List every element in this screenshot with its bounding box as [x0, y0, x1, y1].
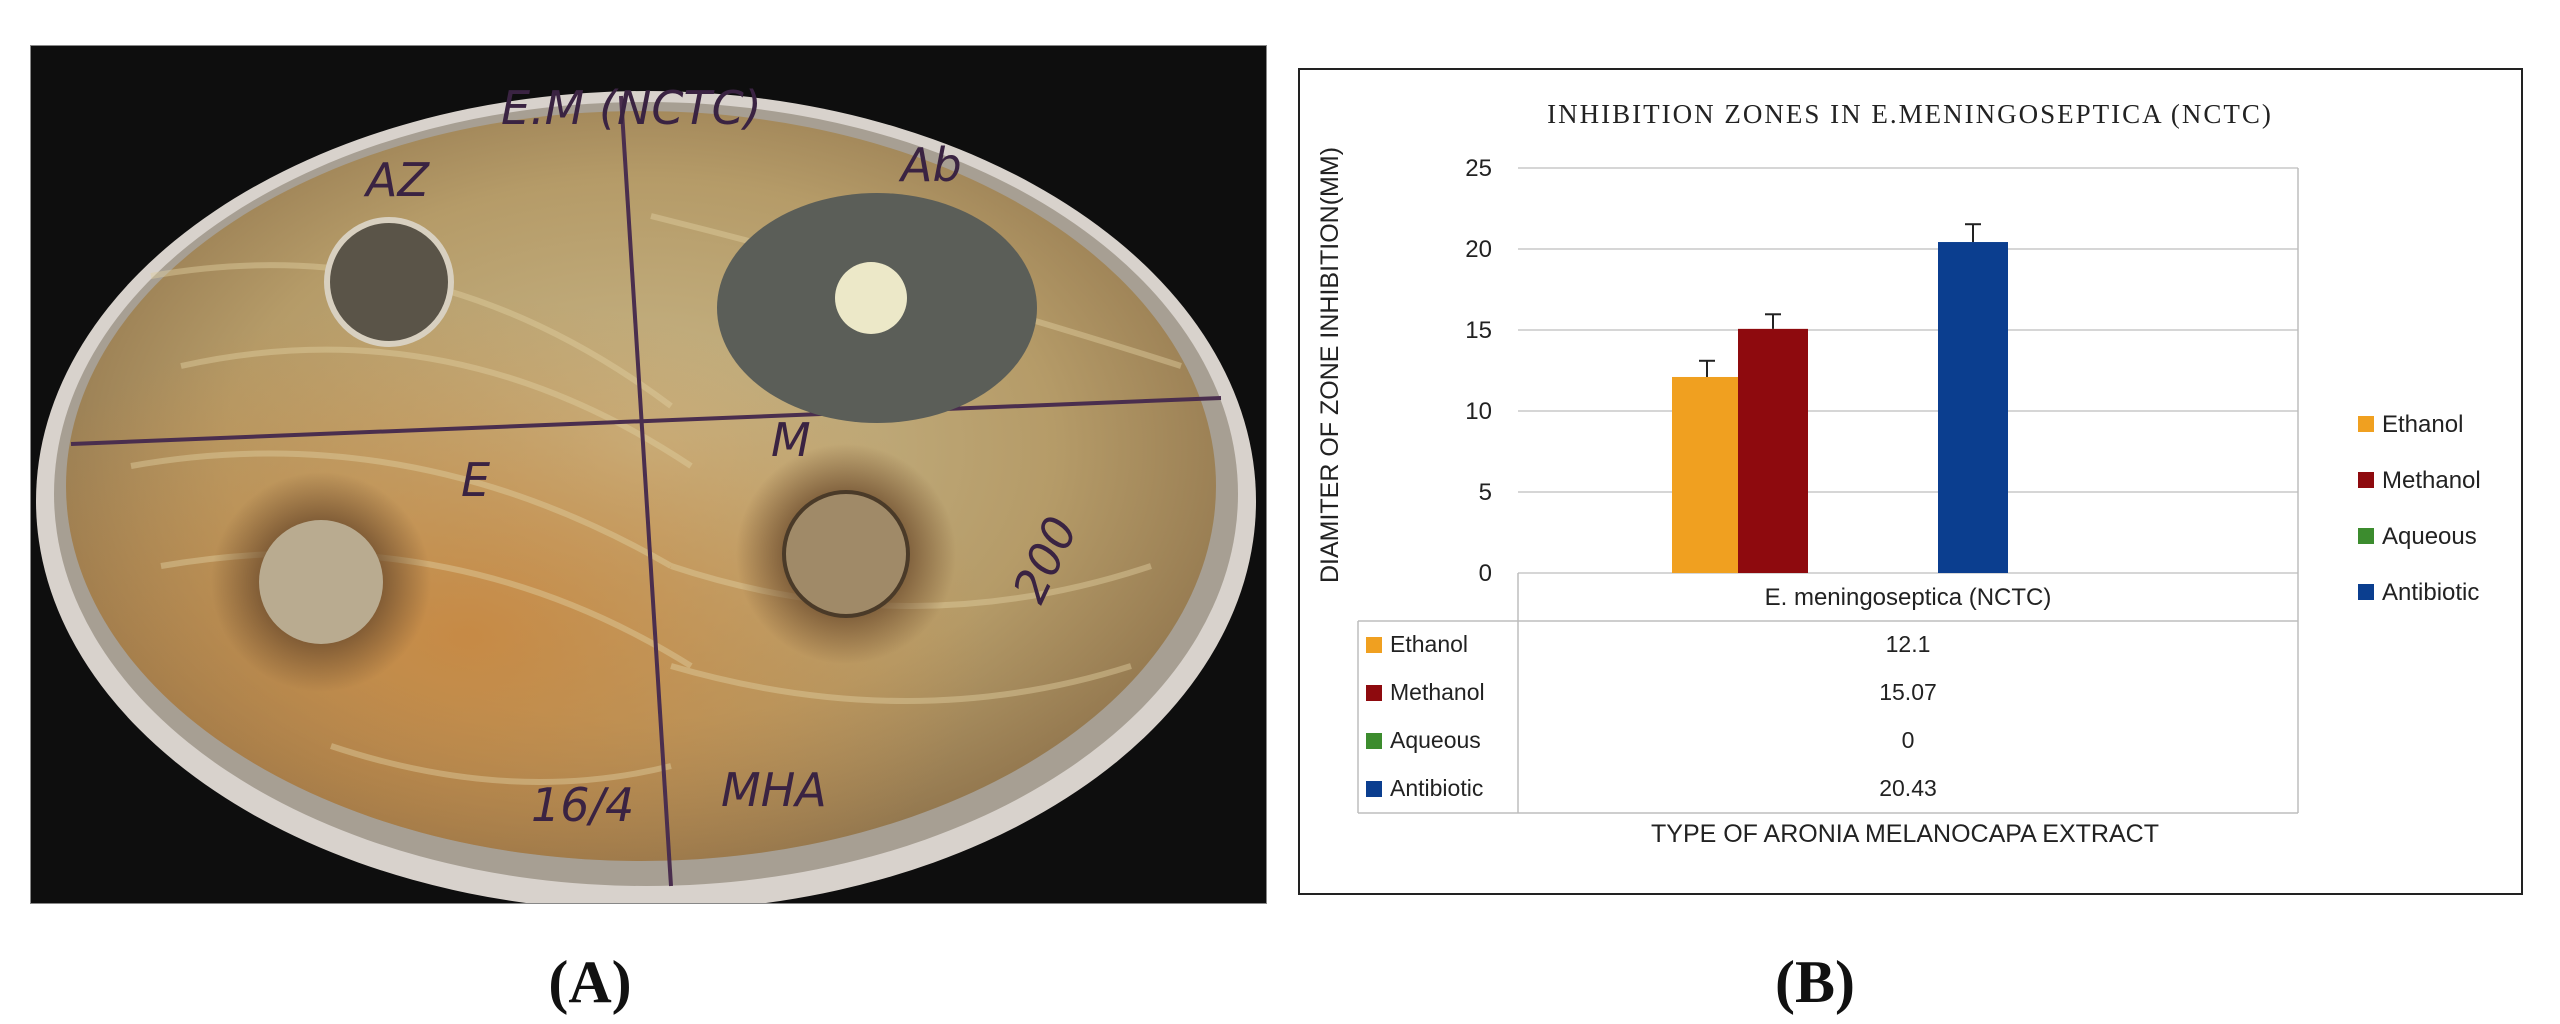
plate-methanol-label: M	[771, 413, 811, 467]
bars	[1672, 223, 2008, 573]
legend-label-antibiotic: Antibiotic	[2382, 579, 2479, 606]
plate-ethanol-label: E	[461, 453, 490, 507]
gridlines	[1518, 167, 2298, 574]
table-row-label-aqueous: Aqueous	[1390, 727, 1481, 753]
plate-medium-label: MHA	[721, 763, 827, 817]
y-tick-5: 5	[1479, 479, 1492, 506]
petri-dish-photo: E.M (NCTC) AZ Ab E M 200 16/4 MHA	[31, 46, 1266, 903]
table-row-label-ethanol: Ethanol	[1390, 631, 1468, 657]
bar-ethanol	[1672, 376, 1742, 573]
table-value-aqueous: 0	[1902, 727, 1915, 753]
legend-swatch-ethanol	[2358, 416, 2374, 432]
legend-swatch-aqueous	[2358, 528, 2374, 544]
legend-label-aqueous: Aqueous	[2382, 523, 2477, 550]
antibiotic-disc	[835, 262, 907, 334]
y-tick-0: 0	[1479, 560, 1492, 587]
table-row-label-antibiotic: Antibiotic	[1390, 775, 1483, 801]
y-tick-20: 20	[1465, 236, 1492, 263]
bar-methanol	[1738, 328, 1808, 573]
legend: Ethanol Methanol Aqueous Antibiotic	[2358, 411, 2481, 606]
chart-title: INHIBITION ZONES IN E.MENINGOSEPTICA (NC…	[1547, 99, 2273, 129]
legend-label-methanol: Methanol	[2382, 467, 2481, 494]
bar-chart: INHIBITION ZONES IN E.MENINGOSEPTICA (NC…	[1316, 99, 2481, 848]
ethanol-well	[259, 520, 383, 644]
table-value-ethanol: 12.1	[1886, 631, 1931, 657]
y-axis-label: DIAMITER OF ZONE INHIBITION(MM)	[1316, 147, 1344, 583]
chart-panel: INHIBITION ZONES IN E.MENINGOSEPTICA (NC…	[1298, 68, 2523, 895]
legend-swatch-antibiotic	[2358, 584, 2374, 600]
y-tick-10: 10	[1465, 398, 1492, 425]
plate-antibiotic-label: Ab	[898, 138, 962, 192]
table-category-header: E. meningoseptica (NCTC)	[1765, 584, 2052, 611]
petri-dish-illustration: E.M (NCTC) AZ Ab E M 200 16/4 MHA	[36, 81, 1256, 903]
caption-a: (A)	[548, 949, 632, 1015]
table-row-label-methanol: Methanol	[1390, 679, 1485, 705]
y-tick-15: 15	[1465, 317, 1492, 344]
plate-aqueous-label: AZ	[363, 153, 430, 207]
y-tick-25: 25	[1465, 155, 1492, 182]
table-swatch-methanol	[1366, 685, 1382, 701]
aqueous-well	[324, 217, 454, 347]
x-axis-label: TYPE OF ARONIA MELANOCAPA EXTRACT	[1651, 820, 2159, 848]
table-swatch-antibiotic	[1366, 781, 1382, 797]
vertical-marker-line	[619, 95, 673, 887]
bar-antibiotic	[1938, 242, 2008, 573]
table-swatch-aqueous	[1366, 733, 1382, 749]
table-value-antibiotic: 20.43	[1879, 775, 1937, 801]
methanol-well	[782, 490, 910, 618]
legend-swatch-methanol	[2358, 472, 2374, 488]
table-value-methanol: 15.07	[1879, 679, 1937, 705]
plate-date-label: 16/4	[531, 778, 634, 832]
horizontal-marker-line	[70, 396, 1222, 446]
table-swatch-ethanol	[1366, 637, 1382, 653]
plate-header-label: E.M (NCTC)	[501, 81, 762, 135]
y-tick-labels: 0 5 10 15 20 25	[1465, 155, 1492, 587]
caption-b: (B)	[1775, 949, 1855, 1015]
legend-label-ethanol: Ethanol	[2382, 411, 2463, 438]
data-table: E. meningoseptica (NCTC) Ethanol 12.1 Metha…	[1357, 168, 2299, 814]
